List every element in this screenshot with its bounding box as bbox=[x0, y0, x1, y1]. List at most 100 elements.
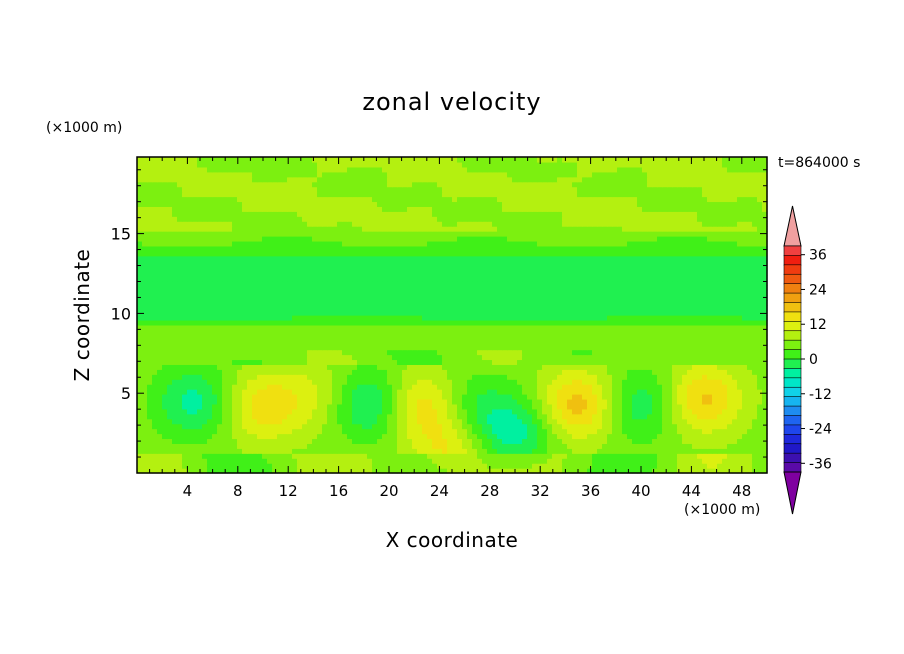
field-cell bbox=[507, 468, 513, 474]
field-cell bbox=[177, 438, 183, 444]
field-cell bbox=[347, 418, 353, 425]
field-cell bbox=[352, 418, 358, 425]
field-cell bbox=[542, 349, 548, 356]
field-cell bbox=[387, 344, 393, 351]
field-cell bbox=[487, 394, 493, 400]
field-cell bbox=[432, 398, 438, 405]
field-cell bbox=[212, 438, 218, 444]
field-cell bbox=[572, 324, 578, 331]
field-cell bbox=[467, 398, 473, 405]
field-cell bbox=[437, 364, 443, 370]
field-cell bbox=[252, 329, 258, 336]
field-cell bbox=[342, 329, 348, 336]
field-cell bbox=[367, 275, 373, 282]
field-cell bbox=[502, 280, 508, 286]
field-cell bbox=[567, 443, 573, 449]
field-cell bbox=[142, 428, 148, 435]
field-cell bbox=[682, 403, 688, 410]
field-cell bbox=[412, 349, 418, 356]
field-cell bbox=[372, 463, 378, 469]
field-cell bbox=[732, 408, 738, 415]
field-cell bbox=[617, 403, 623, 410]
field-cell bbox=[212, 463, 218, 469]
field-cell bbox=[212, 413, 218, 420]
field-cell bbox=[577, 359, 583, 365]
field-cell bbox=[337, 290, 343, 296]
field-cell bbox=[402, 339, 408, 346]
field-cell bbox=[157, 334, 163, 341]
field-cell bbox=[562, 463, 568, 469]
field-cell bbox=[627, 349, 633, 356]
field-cell bbox=[742, 438, 748, 444]
field-cell bbox=[472, 413, 478, 420]
field-cell bbox=[172, 403, 178, 410]
field-cell bbox=[267, 334, 273, 341]
field-cell bbox=[437, 398, 443, 405]
field-cell bbox=[757, 468, 763, 474]
field-cell bbox=[527, 315, 533, 321]
field-cell bbox=[552, 339, 558, 346]
field-cell bbox=[447, 379, 453, 385]
field-cell bbox=[637, 374, 643, 380]
field-cell bbox=[357, 394, 363, 400]
field-cell bbox=[432, 458, 438, 464]
field-cell bbox=[227, 364, 233, 370]
field-cell bbox=[537, 403, 543, 410]
field-cell bbox=[387, 468, 393, 474]
field-cell bbox=[692, 448, 698, 454]
field-cell bbox=[487, 305, 493, 311]
field-cell bbox=[242, 448, 248, 454]
field-cell bbox=[487, 300, 493, 306]
field-cell bbox=[327, 364, 333, 370]
field-cell bbox=[522, 428, 528, 435]
field-cell bbox=[297, 319, 303, 326]
field-cell bbox=[212, 384, 218, 390]
field-cell bbox=[222, 448, 228, 454]
field-cell bbox=[277, 339, 283, 346]
field-cell bbox=[357, 463, 363, 469]
field-cell bbox=[427, 359, 433, 365]
field-cell bbox=[427, 290, 433, 296]
field-cell bbox=[197, 344, 203, 351]
field-cell bbox=[567, 305, 573, 311]
field-cell bbox=[312, 463, 318, 469]
field-cell bbox=[527, 433, 533, 440]
field-cell bbox=[232, 329, 238, 336]
field-cell bbox=[367, 349, 373, 356]
field-cell bbox=[232, 438, 238, 444]
field-cell bbox=[302, 339, 308, 346]
field-cell bbox=[362, 384, 368, 390]
field-cell bbox=[152, 463, 158, 469]
field-cell bbox=[592, 423, 598, 430]
field-cell bbox=[447, 374, 453, 380]
field-cell bbox=[387, 458, 393, 464]
field-cell bbox=[432, 438, 438, 444]
field-cell bbox=[587, 384, 593, 390]
field-cell bbox=[257, 349, 263, 356]
field-cell bbox=[167, 384, 173, 390]
field-cell bbox=[432, 408, 438, 415]
field-cell bbox=[442, 389, 448, 395]
field-cell bbox=[237, 319, 243, 326]
field-cell bbox=[387, 453, 393, 459]
field-cell bbox=[712, 300, 718, 306]
field-cell bbox=[382, 315, 388, 321]
field-cell bbox=[282, 354, 288, 361]
field-cell bbox=[697, 443, 703, 449]
field-cell bbox=[322, 443, 328, 449]
field-cell bbox=[642, 369, 648, 375]
field-cell bbox=[217, 339, 223, 346]
field-cell bbox=[557, 418, 563, 425]
field-cell bbox=[692, 319, 698, 326]
field-cell bbox=[662, 315, 668, 321]
field-cell bbox=[747, 374, 753, 380]
field-cell bbox=[562, 418, 568, 425]
field-cell bbox=[507, 364, 513, 370]
field-cell bbox=[487, 359, 493, 365]
field-cell bbox=[272, 359, 278, 365]
time-label: t=864000 s bbox=[778, 155, 861, 171]
field-cell bbox=[542, 423, 548, 430]
field-cell bbox=[682, 290, 688, 296]
field-cell bbox=[242, 329, 248, 336]
field-cell bbox=[712, 305, 718, 311]
